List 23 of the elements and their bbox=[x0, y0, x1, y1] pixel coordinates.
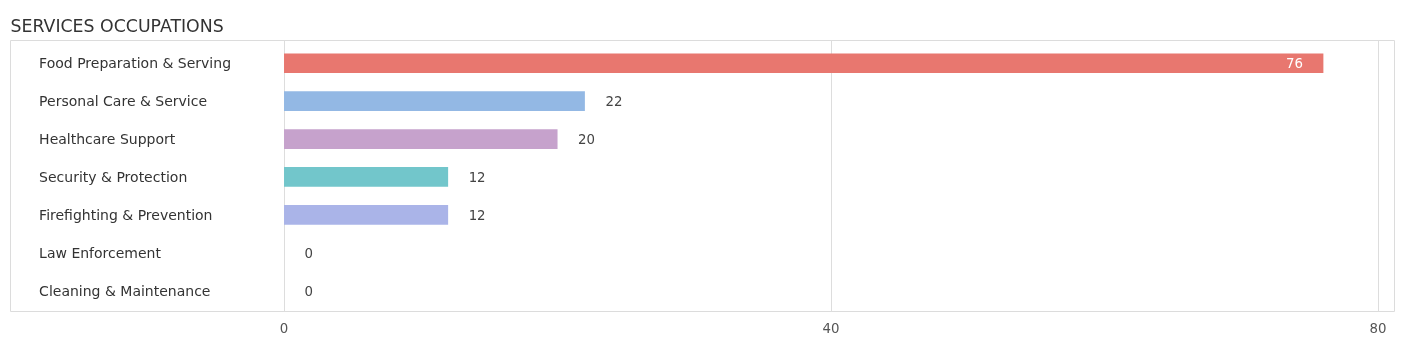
y-tick-label: Healthcare Support bbox=[39, 131, 176, 148]
bar bbox=[284, 205, 449, 225]
x-tick-label: 0 bbox=[279, 320, 289, 336]
x-tick-label: 80 bbox=[1369, 320, 1387, 336]
y-tick-label: Food Preparation & Serving bbox=[39, 55, 232, 72]
y-tick-label: Law Enforcement bbox=[39, 244, 162, 261]
x-tick-label: 40 bbox=[822, 320, 840, 336]
data-label: 12 bbox=[468, 169, 486, 185]
data-label: 12 bbox=[468, 207, 486, 223]
y-tick-label: Security & Protection bbox=[39, 168, 188, 185]
bar bbox=[284, 91, 585, 111]
y-tick-label: Personal Care & Service bbox=[39, 93, 208, 110]
bar bbox=[284, 129, 558, 149]
bar bbox=[284, 167, 449, 187]
data-label: 0 bbox=[304, 245, 314, 261]
bar bbox=[284, 53, 1324, 74]
data-label: 22 bbox=[605, 94, 623, 110]
data-label: 0 bbox=[304, 283, 314, 299]
data-label: 76 bbox=[1285, 56, 1303, 72]
y-tick-label: Cleaning & Maintenance bbox=[39, 282, 211, 299]
chart-title: SERVICES OCCUPATIONS bbox=[10, 15, 224, 36]
data-label: 20 bbox=[578, 132, 596, 148]
y-tick-label: Firefighting & Prevention bbox=[39, 206, 213, 223]
